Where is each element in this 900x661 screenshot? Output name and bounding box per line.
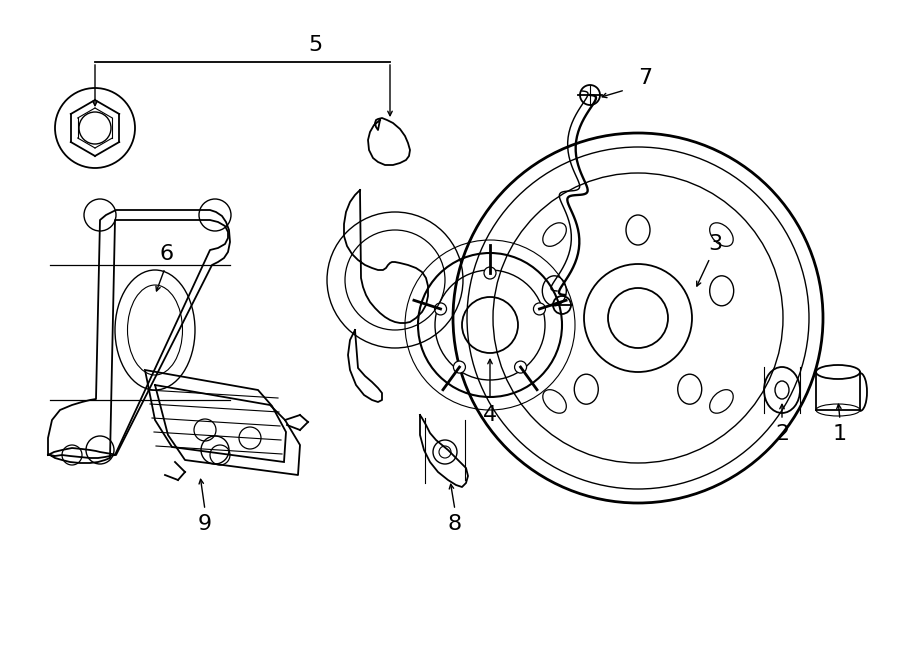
Text: 9: 9 xyxy=(198,514,212,534)
Text: 1: 1 xyxy=(832,424,847,444)
Circle shape xyxy=(515,361,526,373)
Text: 4: 4 xyxy=(483,405,497,425)
Text: 3: 3 xyxy=(708,234,722,254)
Text: 8: 8 xyxy=(448,514,462,534)
Circle shape xyxy=(435,303,446,315)
Text: 7: 7 xyxy=(638,68,652,88)
Text: 5: 5 xyxy=(308,35,322,55)
Text: 6: 6 xyxy=(160,244,174,264)
Circle shape xyxy=(454,361,465,373)
Circle shape xyxy=(484,267,496,279)
Circle shape xyxy=(534,303,545,315)
Text: 2: 2 xyxy=(775,424,789,444)
